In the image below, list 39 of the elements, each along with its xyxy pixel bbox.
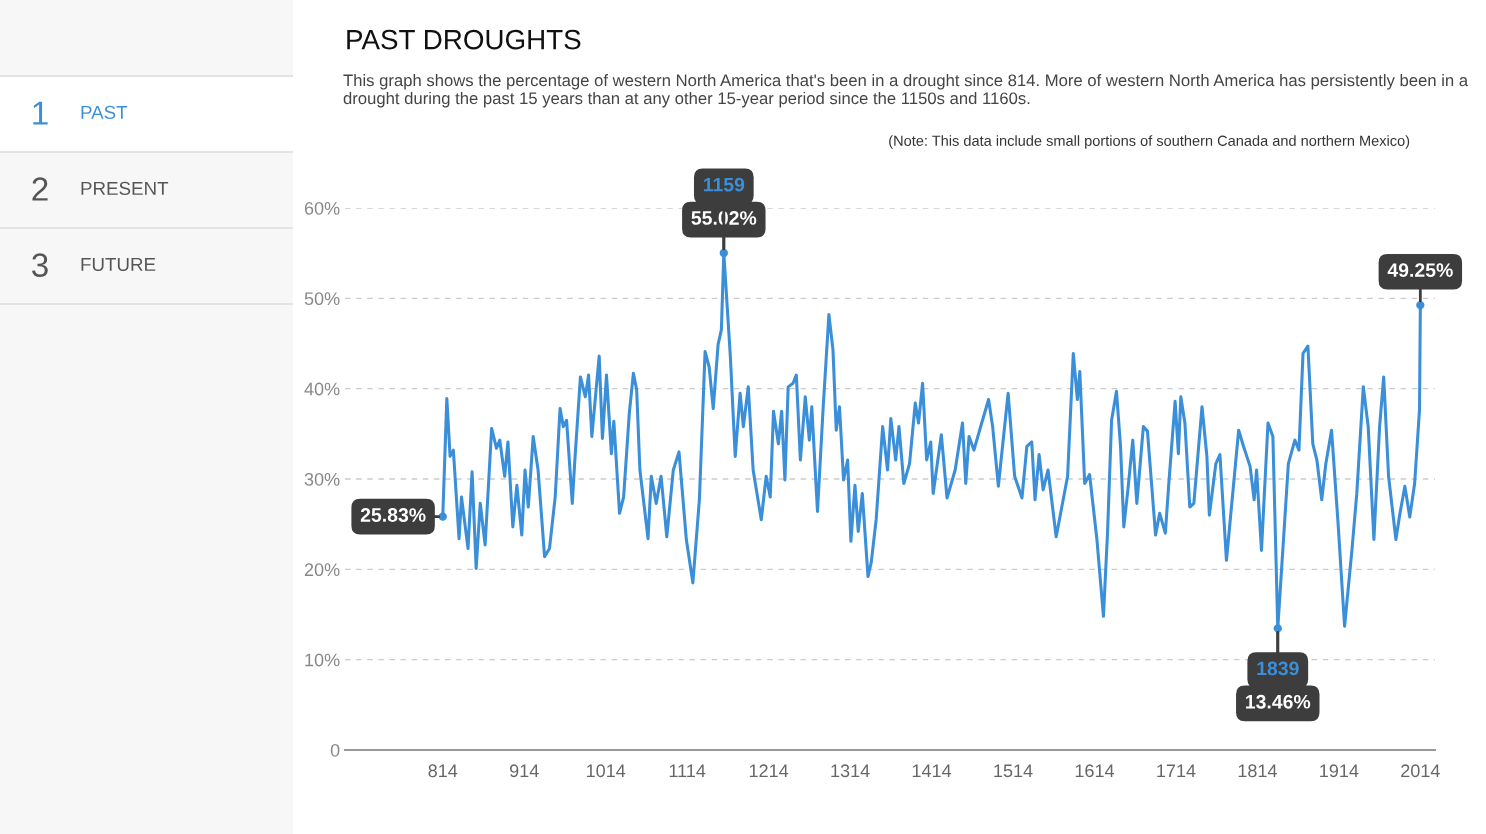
x-tick-label: 1614 — [1075, 764, 1115, 778]
text: PAST — [81, 105, 128, 120]
x-tick-label: 1214 — [749, 764, 789, 777]
y-tick-label: 40% — [304, 382, 340, 396]
y-tick-label: 30% — [304, 472, 340, 486]
y-tick-label: 60% — [304, 201, 340, 215]
text: 3 — [32, 253, 48, 277]
point — [1416, 300, 1425, 310]
x-tick-label: 1314 — [831, 764, 870, 778]
y-tick-label: 20% — [304, 563, 340, 577]
annotation: 25.83% — [360, 508, 426, 522]
x-tick-label: 1814 — [1238, 764, 1277, 778]
x-tick-label: 1714 — [1157, 764, 1196, 777]
x-tick-label: 814 — [428, 764, 458, 778]
text: 1 — [33, 101, 48, 125]
point — [1273, 624, 1282, 633]
x-tick-label: 1414 — [912, 764, 952, 777]
chart-subtitle: This graph shows the percentage of western North America that's been in a drought since 814. More of western North America has persistently been in a drought during the past 15 years than at any other 15-year period since the 1150s and 1160s. — [343, 74, 1469, 108]
y-tick-label: 10% — [305, 653, 340, 667]
x-tick-label: 1914 — [1320, 764, 1359, 778]
x-tick-label: 1014 — [586, 764, 626, 778]
x-tick-label: 1514 — [994, 764, 1033, 778]
point — [719, 248, 728, 258]
x-tick-label: 2014 — [1401, 764, 1440, 778]
text: (Note: This data include small portions of southern Canada and northern Mexico) — [889, 135, 1410, 149]
annotation: 13.46% — [1246, 694, 1311, 709]
chart-title: PAST DROUGHTS — [347, 29, 581, 50]
annotation: 55.02% — [691, 211, 757, 225]
annotation: 1159 — [703, 177, 745, 192]
text: PRESENT — [81, 181, 169, 196]
text: 2 — [32, 177, 48, 201]
point — [438, 512, 447, 521]
annotation: 49.25% — [1387, 263, 1453, 277]
annotation: 1839 — [1257, 661, 1299, 676]
x-tick-label: 914 — [510, 764, 539, 778]
text: FUTURE — [81, 257, 156, 272]
y-tick-label: 50% — [304, 292, 340, 306]
y-tick-label: 0 — [330, 743, 340, 757]
x-tick-label: 1114 — [669, 764, 706, 777]
